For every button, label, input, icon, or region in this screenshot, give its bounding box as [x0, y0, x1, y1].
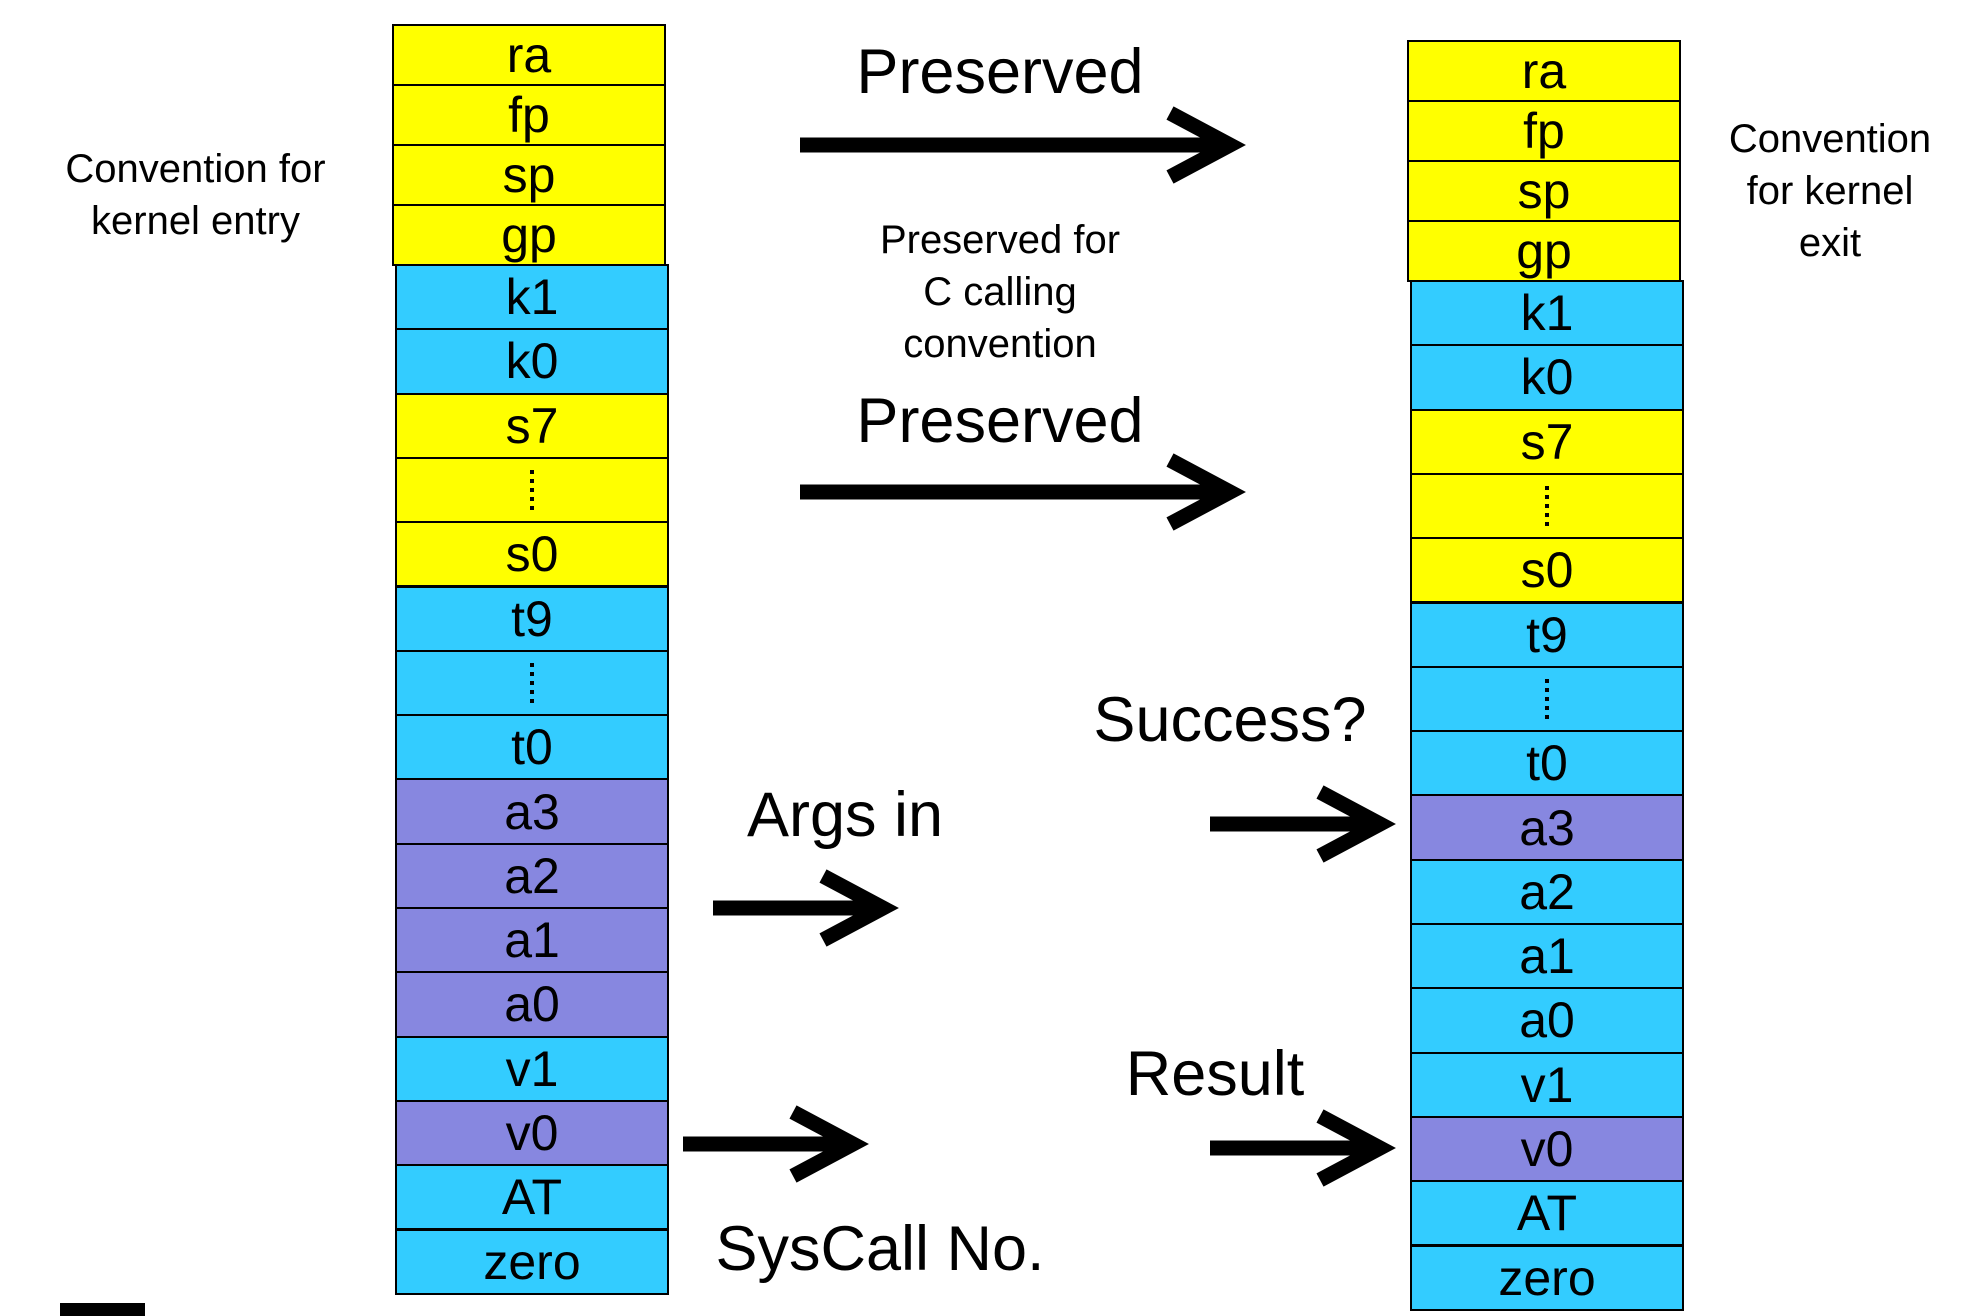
register-name: ra	[1521, 43, 1567, 99]
register-cell-zero: zero	[395, 1228, 669, 1295]
register-cell-gp: gp	[392, 204, 666, 266]
register-name: AT	[1516, 1185, 1578, 1242]
register-cell-v0: v0	[395, 1099, 669, 1167]
register-name: ra	[506, 27, 552, 83]
register-name: v0	[505, 1105, 559, 1162]
register-name: sp	[1517, 163, 1571, 219]
preserved-mid-label: Preserved	[856, 386, 1144, 456]
register-name: s0	[505, 526, 559, 583]
register-name: s7	[505, 397, 559, 454]
register-cell-k0: k0	[395, 328, 669, 395]
register-name: v0	[1520, 1121, 1574, 1178]
register-cell-gp: gp	[1407, 220, 1681, 282]
register-cell-a1: a1	[395, 907, 669, 974]
register-cell-s7: s7	[1410, 408, 1684, 475]
preserved-top-label: Preserved	[856, 37, 1144, 107]
register-cell-sp: sp	[392, 144, 666, 206]
preserved-top-arrow	[800, 106, 1246, 184]
register-name: v1	[505, 1040, 559, 1097]
register-cell-a3: a3	[1410, 794, 1684, 861]
register-name: k1	[505, 269, 559, 326]
kernel-exit-caption: Convention for kernel exit	[1728, 117, 1932, 265]
register-cell-t0: t0	[395, 714, 669, 781]
register-cell-ellipsis	[395, 456, 669, 524]
register-cell-ellipsis	[395, 649, 669, 717]
register-name: a0	[1519, 992, 1575, 1049]
register-name: k0	[505, 333, 559, 390]
register-name: a1	[504, 912, 560, 969]
register-name: fp	[508, 87, 550, 143]
register-name: a2	[1519, 863, 1575, 920]
register-cell-s0: s0	[1410, 537, 1684, 604]
register-cell-a0: a0	[1410, 987, 1684, 1054]
register-cell-fp: fp	[392, 84, 666, 146]
register-cell-a3: a3	[395, 778, 669, 845]
preserved-c-convention-note: Preserved for C calling convention	[879, 218, 1121, 366]
register-name: a3	[504, 783, 560, 840]
register-cell-AT: AT	[1410, 1180, 1684, 1247]
syscall-no-arrow	[683, 1105, 869, 1183]
register-cell-v1: v1	[1410, 1051, 1684, 1118]
register-name: gp	[1516, 223, 1572, 279]
register-cell-ellipsis	[1410, 665, 1684, 733]
register-name: t9	[1526, 606, 1568, 663]
register-name: k1	[1520, 285, 1574, 342]
register-cell-AT: AT	[395, 1164, 669, 1231]
success-arrow	[1210, 785, 1396, 863]
register-name: t0	[511, 719, 553, 776]
register-name: a3	[1519, 799, 1575, 856]
register-name: t0	[1526, 735, 1568, 792]
kernel-entry-caption: Convention for kernel entry	[65, 147, 326, 243]
register-name: a1	[1519, 928, 1575, 985]
register-cell-v1: v1	[395, 1035, 669, 1102]
syscall-no-label: SysCall No.	[715, 1214, 1045, 1284]
register-cell-ra: ra	[1407, 40, 1681, 102]
register-cell-k1: k1	[1410, 280, 1684, 347]
register-cell-v0: v0	[1410, 1115, 1684, 1183]
preserved-mid-arrow	[800, 453, 1246, 531]
register-cell-ellipsis	[1410, 472, 1684, 540]
register-cell-a2: a2	[395, 842, 669, 909]
register-cell-k1: k1	[395, 264, 669, 331]
register-name: s0	[1520, 542, 1574, 599]
register-cell-fp: fp	[1407, 100, 1681, 162]
register-name: gp	[501, 207, 557, 263]
args-in-label: Args in	[746, 780, 944, 850]
register-cell-a1: a1	[1410, 923, 1684, 990]
register-name: t9	[511, 590, 553, 647]
register-name: s7	[1520, 413, 1574, 470]
register-name: zero	[1498, 1249, 1596, 1306]
args-in-arrow	[713, 869, 899, 947]
register-cell-s0: s0	[395, 521, 669, 588]
register-cell-t9: t9	[1410, 601, 1684, 668]
register-name: a0	[504, 976, 560, 1033]
register-cell-t9: t9	[395, 585, 669, 652]
register-name: k0	[1520, 349, 1574, 406]
register-name: fp	[1523, 103, 1565, 159]
register-cell-a0: a0	[395, 971, 669, 1038]
register-name: AT	[501, 1169, 563, 1226]
register-cell-a2: a2	[1410, 858, 1684, 925]
register-name: zero	[483, 1233, 581, 1290]
register-name: a2	[504, 847, 560, 904]
result-label: Result	[1125, 1039, 1305, 1109]
register-cell-ra: ra	[392, 24, 666, 86]
register-cell-k0: k0	[1410, 344, 1684, 411]
register-name: sp	[502, 147, 556, 203]
register-cell-s7: s7	[395, 392, 669, 459]
register-cell-sp: sp	[1407, 160, 1681, 222]
university-logo	[60, 1303, 145, 1316]
register-cell-t0: t0	[1410, 730, 1684, 797]
result-arrow	[1210, 1109, 1396, 1187]
register-name: v1	[1520, 1056, 1574, 1113]
register-cell-zero: zero	[1410, 1244, 1684, 1311]
success-label: Success?	[1093, 685, 1367, 755]
